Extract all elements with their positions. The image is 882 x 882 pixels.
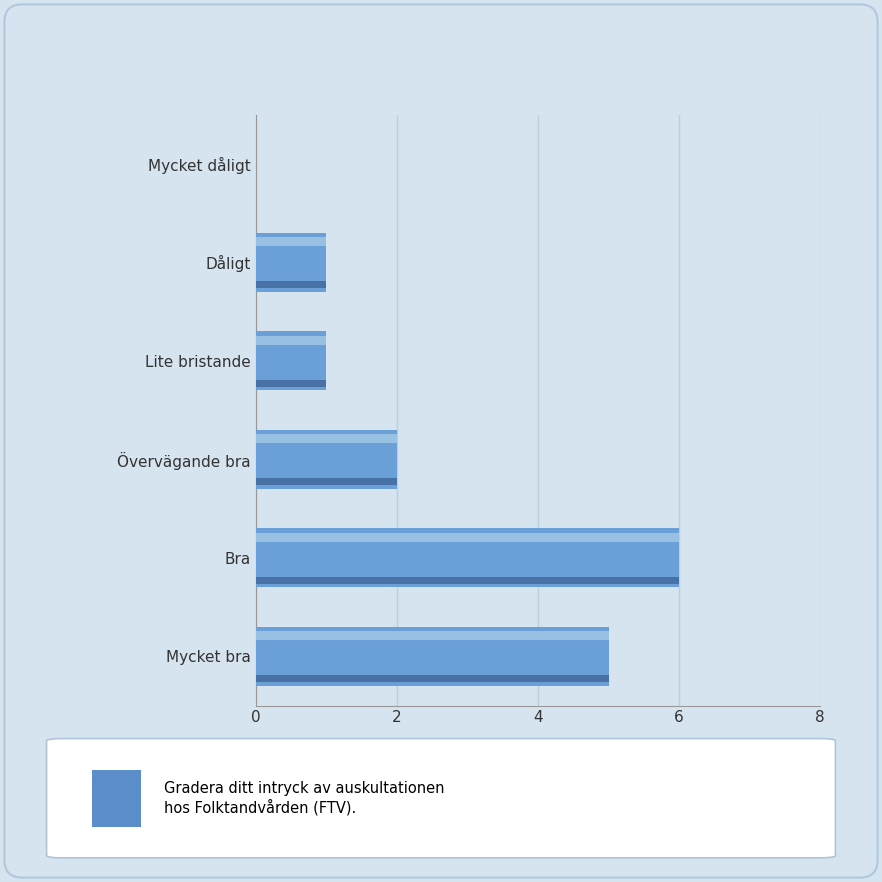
Bar bbox=[256, 676, 609, 683]
Bar bbox=[256, 627, 609, 686]
Bar bbox=[256, 577, 679, 584]
Bar bbox=[256, 233, 326, 292]
Bar bbox=[256, 533, 679, 542]
FancyBboxPatch shape bbox=[47, 738, 835, 858]
FancyBboxPatch shape bbox=[4, 4, 878, 878]
Bar bbox=[256, 430, 397, 489]
Bar bbox=[256, 528, 679, 587]
Bar bbox=[256, 237, 326, 246]
Bar bbox=[256, 281, 326, 288]
Bar bbox=[256, 478, 397, 485]
Bar bbox=[256, 434, 397, 443]
Bar bbox=[256, 632, 609, 640]
FancyBboxPatch shape bbox=[92, 769, 141, 827]
Bar bbox=[256, 380, 326, 387]
Bar bbox=[256, 332, 326, 391]
Text: Gradera ditt intryck av auskultationen
hos Folktandvården (FTV).: Gradera ditt intryck av auskultationen h… bbox=[164, 781, 445, 815]
Bar bbox=[256, 336, 326, 345]
